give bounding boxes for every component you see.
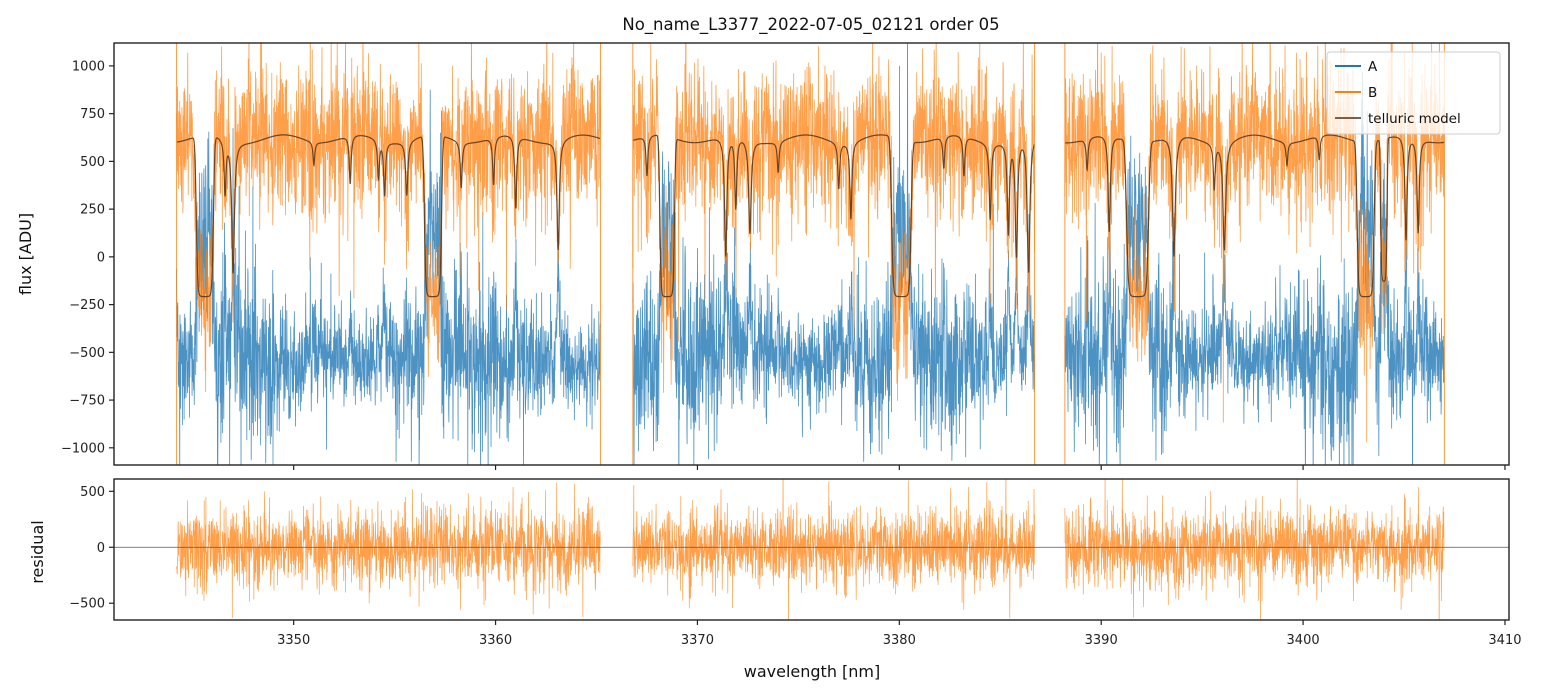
y-tick-label: 500: [80, 155, 105, 170]
residual-data: [114, 479, 1509, 620]
y-tick-label: 750: [80, 107, 105, 122]
y-tick-label: −750: [69, 394, 105, 409]
y-axis-label-flux: flux [ADU]: [16, 213, 35, 295]
x-tick-label: 3370: [681, 633, 714, 648]
series-a-line-segment-1: [176, 89, 601, 465]
x-tick-label: 3360: [479, 633, 512, 648]
residual-y-tick-label: −500: [69, 597, 105, 612]
residual-line-segment-1: [176, 482, 601, 619]
y-axis-label-residual: residual: [28, 520, 47, 583]
x-tick-label: 3380: [883, 633, 916, 648]
flux-axes-frame: [113, 42, 1510, 466]
legend-label-b: B: [1368, 85, 1377, 101]
y-tick-label: −250: [69, 298, 105, 313]
residual-y-tick-label: 500: [80, 485, 105, 500]
legend-label-a: A: [1368, 59, 1378, 75]
flux-panel: 1000 750 500 250 0 −250 −500 −750 −1000 No_name_…: [16, 15, 1510, 470]
series-b-line-segment-2: [632, 43, 1035, 401]
legend: A B telluric model: [1326, 51, 1501, 135]
flux-x-ticks: [293, 465, 1506, 470]
residual-line-segment-2: [632, 479, 1035, 620]
x-tick-label: 3350: [277, 633, 310, 648]
residual-x-ticks: 3350 3360 3370 3380 3390 3400 3410: [277, 620, 1522, 648]
y-tick-label: 1000: [72, 59, 105, 74]
y-tick-label: −1000: [61, 441, 105, 456]
telluric-model-line-segment-1: [176, 134, 601, 298]
legend-box: [1326, 51, 1501, 135]
y-tick-label: 0: [97, 250, 105, 265]
residual-panel: 500 0 −500 3350 3360 3370 3380 3390 3400 3410 re…: [28, 478, 1522, 681]
x-tick-label: 3410: [1488, 633, 1521, 648]
flux-data: [176, 43, 1445, 465]
telluric-model-line-segment-3: [1064, 134, 1445, 298]
residual-axes-frame: [113, 478, 1510, 621]
x-tick-label: 3390: [1085, 633, 1118, 648]
legend-label-telluric: telluric model: [1368, 111, 1461, 127]
series-a-line-segment-2: [632, 43, 1035, 465]
x-axis-label: wavelength [nm]: [744, 662, 881, 681]
flux-y-ticks: 1000 750 500 250 0 −250 −500 −750 −1000: [61, 59, 114, 456]
residual-line-segment-3: [1064, 479, 1445, 620]
residual-y-ticks: 500 0 −500: [69, 485, 114, 612]
telluric-model-line-segment-2: [632, 134, 1036, 298]
chart-title: No_name_L3377_2022-07-05_02121 order 05: [622, 15, 999, 35]
residual-y-tick-label: 0: [97, 541, 105, 556]
y-tick-label: 250: [80, 203, 105, 218]
x-tick-label: 3400: [1287, 633, 1320, 648]
series-b-line-segment-1: [176, 43, 601, 393]
y-tick-label: −500: [69, 346, 105, 361]
